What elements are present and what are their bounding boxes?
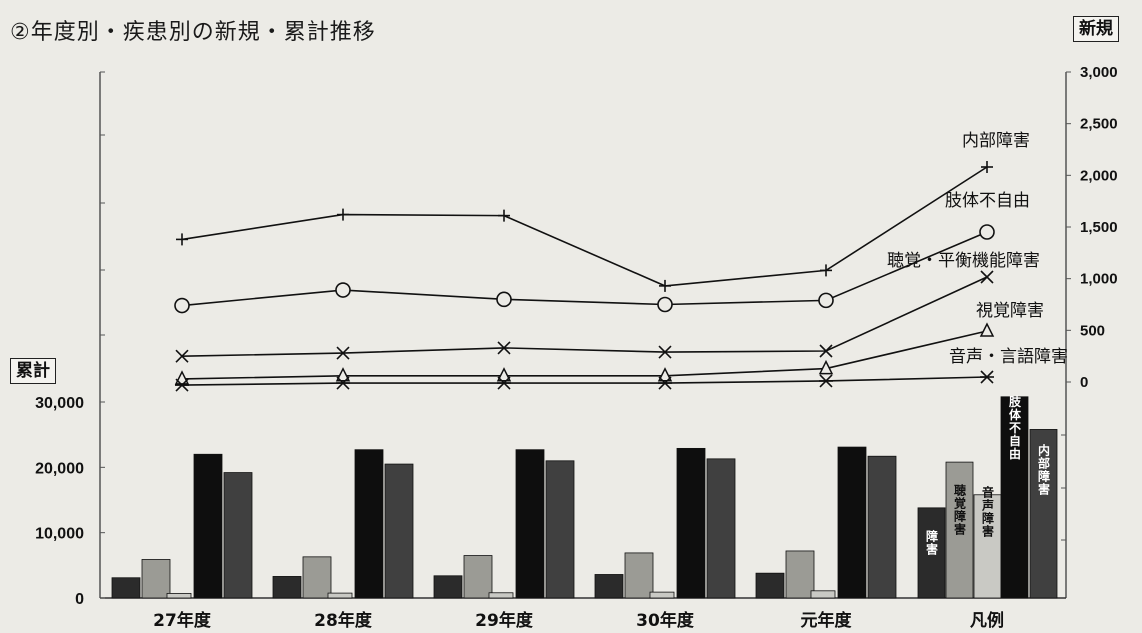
series-label: 内部障害 bbox=[962, 131, 1030, 151]
bar bbox=[327, 592, 353, 599]
line-marker bbox=[657, 296, 673, 313]
line-marker bbox=[819, 374, 833, 388]
line-marker bbox=[657, 367, 673, 382]
bar bbox=[706, 458, 736, 599]
right-axis-label: 新規 bbox=[1073, 16, 1119, 42]
line-marker bbox=[176, 233, 188, 246]
bar bbox=[545, 460, 575, 599]
bar bbox=[141, 559, 171, 599]
legend-bar-label: 聴覚障害 bbox=[953, 483, 967, 536]
right-axis-tick-label: 1,500 bbox=[1080, 219, 1118, 236]
line-marker bbox=[497, 341, 511, 355]
bar bbox=[624, 552, 654, 599]
line-marker bbox=[336, 346, 350, 360]
line-marker bbox=[498, 209, 510, 222]
x-tick-label: 30年度 bbox=[636, 610, 695, 631]
x-tick-label: 29年度 bbox=[475, 610, 534, 631]
line-marker bbox=[336, 376, 350, 390]
line-marker bbox=[335, 282, 351, 298]
bar bbox=[384, 463, 414, 599]
series-line bbox=[181, 276, 988, 357]
right-axis-tick-label: 2,000 bbox=[1080, 167, 1118, 184]
right-axis-tick-label: 0 bbox=[1080, 374, 1088, 391]
bar bbox=[785, 550, 815, 599]
x-tick-label: 元年度 bbox=[801, 610, 853, 631]
legend-bar bbox=[1029, 429, 1058, 599]
line-marker bbox=[174, 370, 190, 385]
right-axis-tick-label: 1,000 bbox=[1080, 271, 1118, 288]
bar bbox=[111, 577, 141, 599]
legend-bar-label: 内部障害 bbox=[1037, 443, 1051, 496]
right-axis-tick-label: 2,500 bbox=[1080, 116, 1118, 133]
bar bbox=[354, 449, 384, 599]
legend-bar bbox=[945, 461, 974, 599]
left-axis-tick-label: 20,000 bbox=[35, 460, 84, 477]
line-marker bbox=[820, 264, 832, 277]
legend-bar bbox=[973, 494, 1002, 599]
legend-bar-label: 音声障害 bbox=[981, 485, 995, 538]
bar bbox=[433, 575, 463, 599]
chart-title: ②年度別・疾患別の新規・累計推移 bbox=[10, 20, 376, 45]
line-marker bbox=[818, 292, 834, 309]
legend-bar bbox=[1000, 396, 1029, 599]
right-axis-tick-label: 3,000 bbox=[1080, 64, 1118, 81]
line-marker bbox=[496, 367, 512, 382]
bar bbox=[223, 472, 253, 599]
line-marker bbox=[174, 297, 190, 314]
line-marker bbox=[658, 345, 672, 359]
line-marker bbox=[979, 322, 995, 337]
bar bbox=[594, 574, 624, 599]
left-axis-tick-label: 30,000 bbox=[35, 395, 84, 412]
bar bbox=[488, 592, 514, 599]
series-line bbox=[181, 376, 988, 386]
legend-bar-label: 肢体不自由 bbox=[1008, 394, 1022, 460]
line-marker bbox=[981, 161, 993, 173]
bar bbox=[515, 449, 545, 599]
left-axis-tick-label: 10,000 bbox=[35, 526, 84, 543]
bar bbox=[837, 446, 867, 599]
right-axis-tick-label: 500 bbox=[1080, 322, 1105, 339]
line-marker bbox=[658, 376, 672, 390]
bar bbox=[463, 555, 493, 599]
series-line bbox=[181, 330, 988, 380]
series-label: 視覚障害 bbox=[976, 301, 1044, 321]
bar bbox=[272, 576, 302, 599]
line-marker bbox=[659, 279, 671, 292]
bar bbox=[676, 447, 706, 599]
left-axis-tick-label: 0 bbox=[75, 591, 84, 608]
line-marker bbox=[175, 349, 189, 363]
line-marker bbox=[818, 359, 834, 375]
x-tick-label: 凡例 bbox=[970, 610, 1004, 631]
bar bbox=[755, 572, 785, 599]
bar bbox=[193, 453, 223, 599]
bar bbox=[649, 591, 675, 599]
series-line bbox=[181, 166, 988, 287]
bar bbox=[302, 556, 332, 599]
line-marker bbox=[335, 367, 351, 382]
series-label: 音声・言語障害 bbox=[949, 347, 1068, 367]
left-axis-label: 累計 bbox=[10, 358, 56, 384]
bar bbox=[867, 455, 897, 599]
series-line bbox=[181, 231, 988, 307]
line-marker bbox=[175, 378, 189, 392]
line-marker bbox=[497, 376, 511, 390]
line-marker bbox=[980, 370, 994, 384]
legend-bar bbox=[917, 507, 946, 599]
line-marker bbox=[980, 270, 994, 284]
x-tick-label: 28年度 bbox=[314, 610, 373, 631]
line-marker bbox=[496, 291, 512, 308]
series-label: 肢体不自由 bbox=[945, 191, 1030, 211]
x-tick-label: 27年度 bbox=[153, 610, 212, 631]
bar bbox=[810, 590, 836, 599]
line-marker bbox=[337, 208, 349, 221]
line-marker bbox=[979, 224, 995, 240]
series-label: 聴覚・平衡機能障害 bbox=[887, 251, 1040, 271]
legend-bar-label: 障害 bbox=[925, 529, 939, 556]
line-marker bbox=[819, 344, 833, 358]
bar bbox=[166, 593, 192, 599]
